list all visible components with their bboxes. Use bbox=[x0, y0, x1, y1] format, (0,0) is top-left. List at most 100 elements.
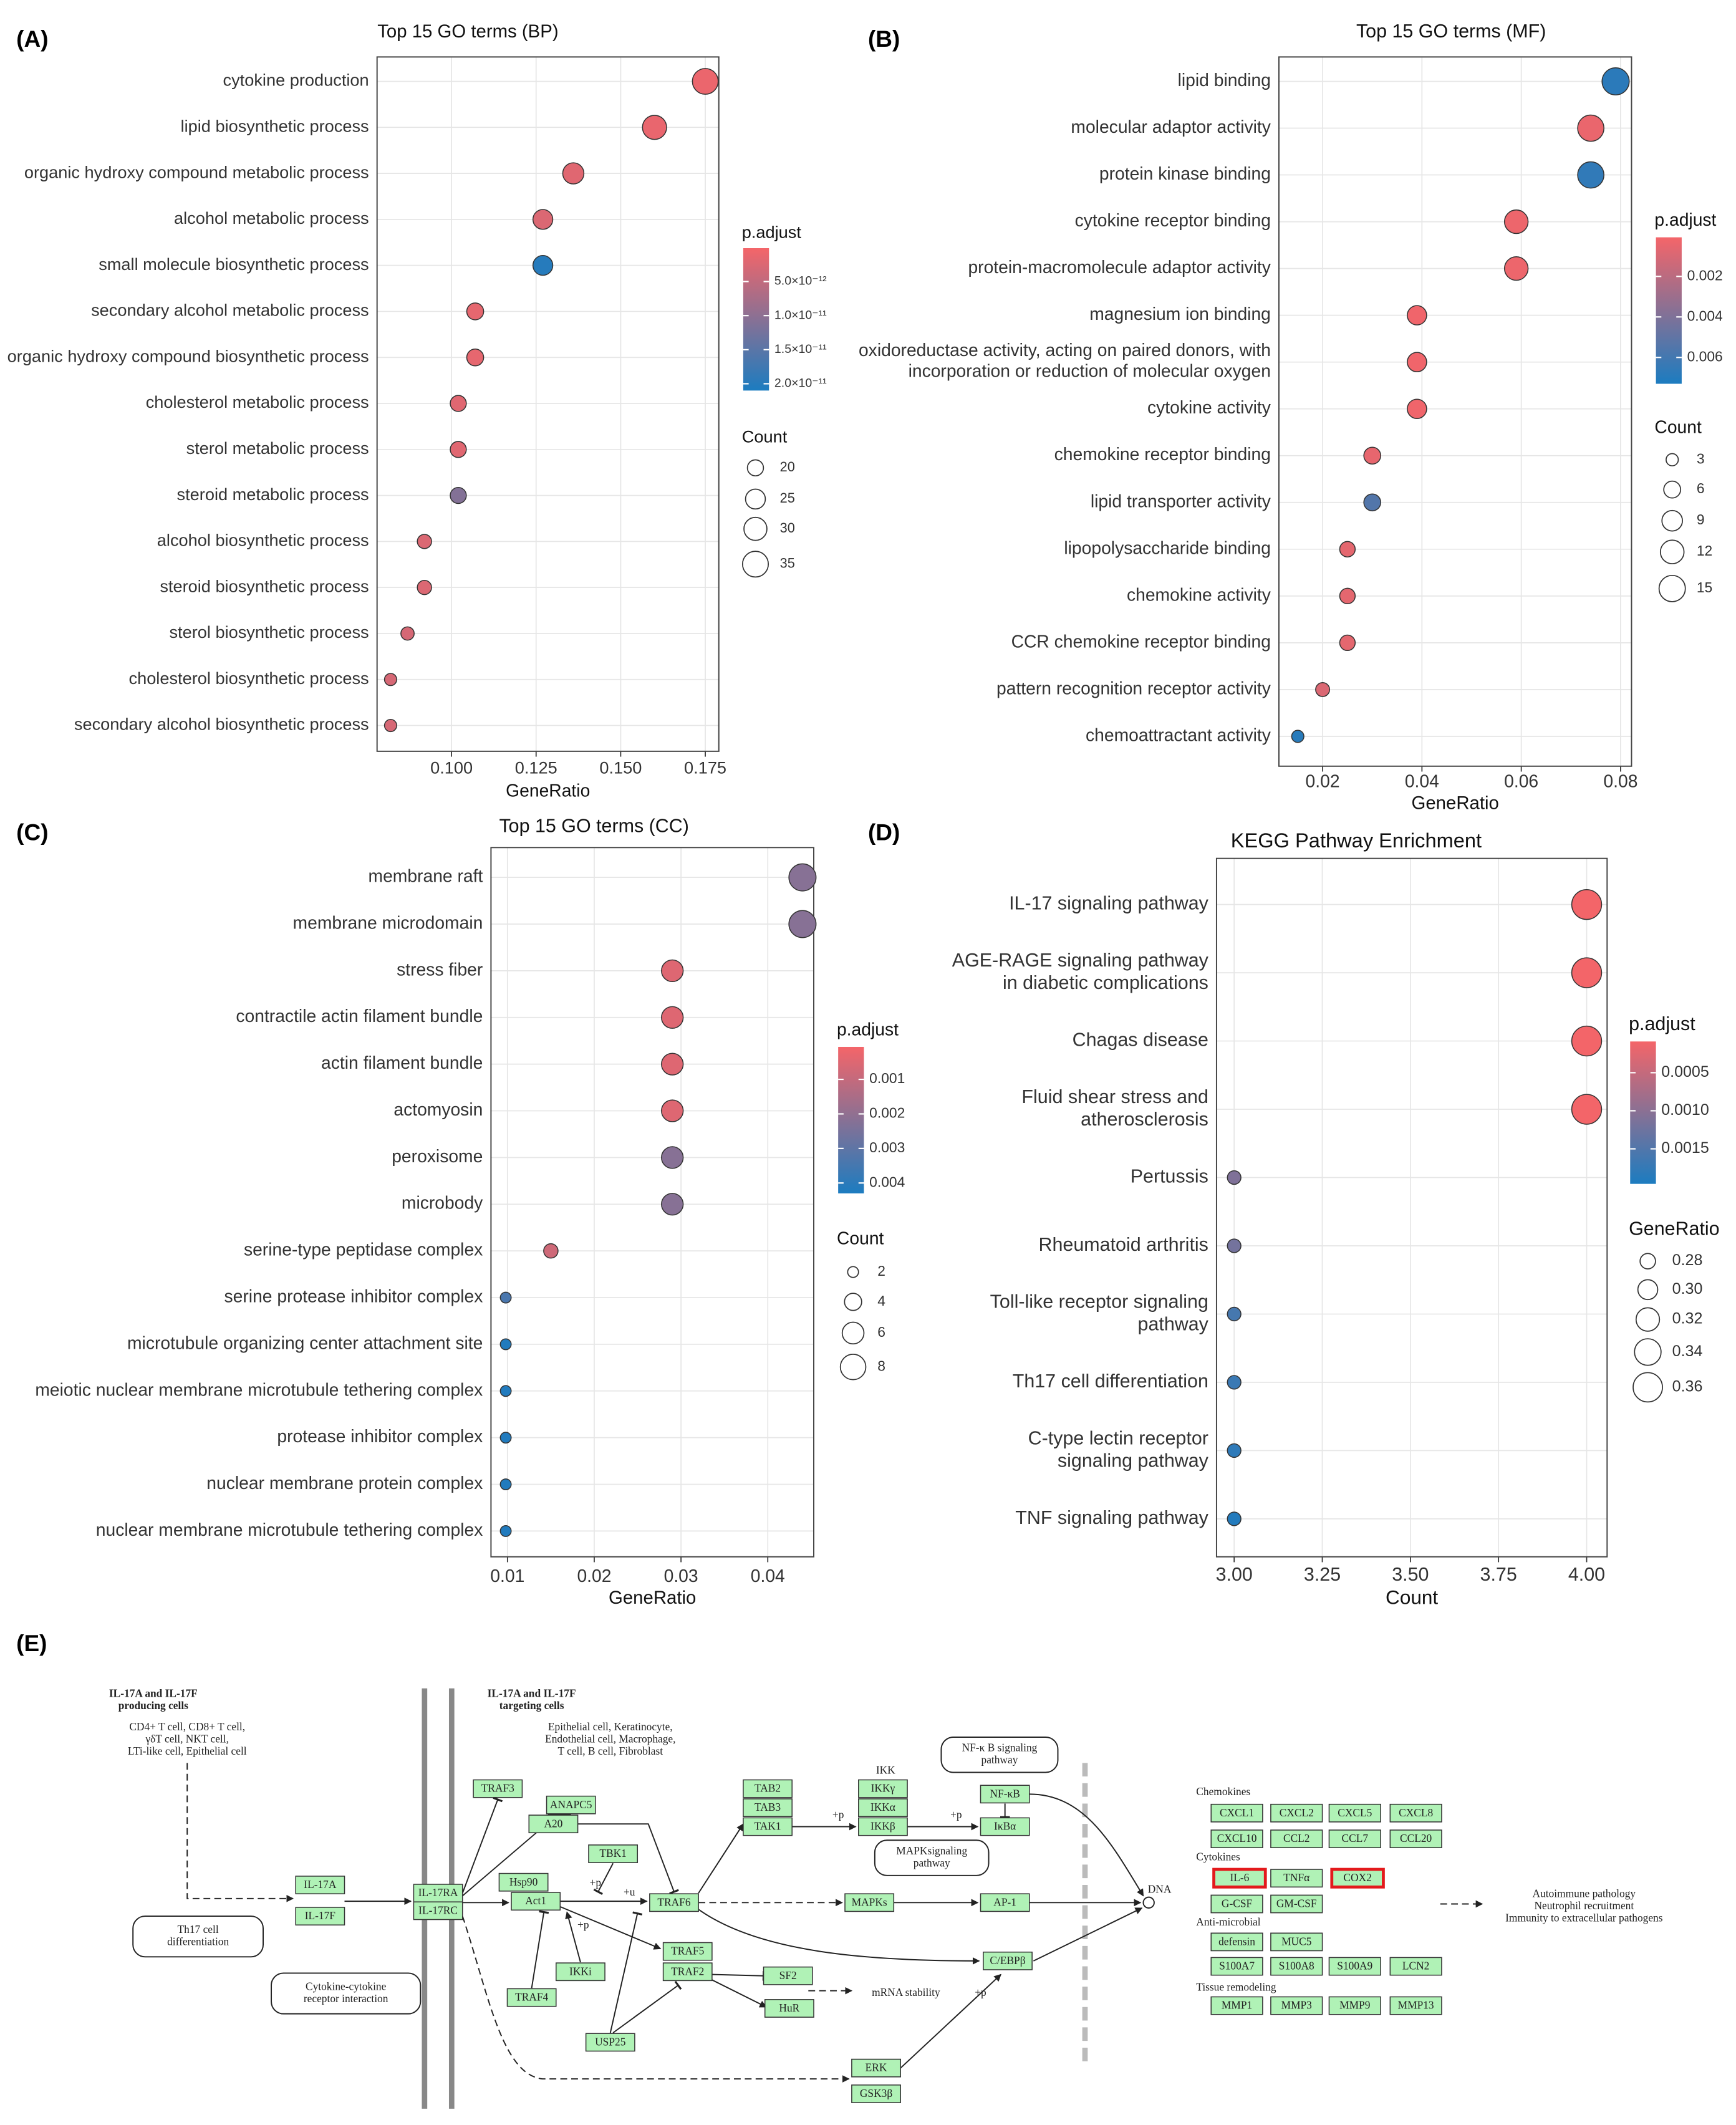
y-tick-label: nuclear membrane protein complex bbox=[206, 1473, 483, 1493]
gene-label: IKKβ bbox=[870, 1821, 895, 1833]
pathway-label-line: differentiation bbox=[167, 1935, 229, 1947]
pathway-box bbox=[132, 1915, 264, 1958]
note: +p bbox=[975, 1987, 986, 1998]
gene-label: MMP13 bbox=[1398, 2000, 1434, 2012]
plot-border bbox=[490, 847, 814, 1558]
gene-label: MUC5 bbox=[1281, 1935, 1312, 1947]
dot bbox=[1227, 1443, 1242, 1458]
y-tick-label: stress fiber bbox=[397, 959, 483, 979]
note: +p bbox=[832, 1809, 844, 1821]
note: Anti-microbial bbox=[1196, 1916, 1260, 1928]
dot bbox=[1227, 1375, 1242, 1390]
size-legend-label: 12 bbox=[1697, 542, 1712, 559]
colorbar-label: 0.003 bbox=[869, 1139, 905, 1155]
size-legend-dot bbox=[844, 1293, 862, 1311]
pathway-label-line: receptor interaction bbox=[304, 1993, 388, 2005]
gene-box bbox=[980, 1893, 1030, 1912]
y-tick-label: Pertussis bbox=[1131, 1166, 1208, 1187]
x-tick-label: 3.75 bbox=[1480, 1564, 1517, 1585]
gene-label: ANAPC5 bbox=[550, 1799, 592, 1811]
gene-box bbox=[764, 1999, 814, 2018]
pathway-label-line: pathway bbox=[981, 1754, 1018, 1766]
gene-label: ERK bbox=[866, 2062, 887, 2074]
gene-box bbox=[851, 2084, 901, 2103]
x-tick-label: 0.175 bbox=[684, 758, 726, 777]
y-tick-label-line: atherosclerosis bbox=[1081, 1109, 1208, 1130]
note-line: LTi-like cell, Epithelial cell bbox=[128, 1745, 247, 1757]
connector bbox=[609, 1911, 643, 2033]
size-legend-label: 20 bbox=[780, 459, 795, 475]
size-legend-dot bbox=[1663, 480, 1682, 499]
y-tick-label: cytokine receptor binding bbox=[1075, 210, 1271, 230]
dot bbox=[400, 626, 415, 641]
connector bbox=[711, 1970, 765, 1981]
pathway-diagram: (E)IL-17A and IL-17F producing cellsCD4+ … bbox=[16, 1631, 1663, 2109]
gene-label: TAB3 bbox=[755, 1801, 781, 1813]
gene-label: IL-17RA bbox=[418, 1887, 458, 1899]
gene-label: GSK3β bbox=[860, 2088, 892, 2099]
note: +p bbox=[950, 1809, 962, 1821]
gene-label: MMP3 bbox=[1281, 2000, 1313, 2012]
colorbar-label: 0.002 bbox=[869, 1104, 905, 1120]
colorbar-label: 0.0010 bbox=[1661, 1101, 1709, 1119]
gene-box bbox=[1270, 1869, 1323, 1888]
note-line: targeting cells bbox=[499, 1700, 564, 1712]
dot bbox=[532, 254, 554, 276]
y-tick-label: steroid metabolic process bbox=[177, 484, 369, 504]
gene-label: CCL7 bbox=[1342, 1833, 1369, 1844]
y-tick-label: microbody bbox=[402, 1193, 483, 1213]
gene-box bbox=[1210, 1932, 1263, 1952]
y-tick-label: cytokine production bbox=[223, 70, 369, 90]
gene-box bbox=[662, 1962, 713, 1982]
x-axis-label: GeneRatio bbox=[609, 1588, 696, 1608]
size-legend-dot bbox=[746, 459, 764, 477]
dot bbox=[383, 719, 397, 733]
gene-label: Act1 bbox=[525, 1895, 546, 1907]
dot bbox=[383, 673, 397, 687]
gene-box bbox=[1212, 1867, 1267, 1889]
note-line: producing cells bbox=[118, 1700, 188, 1712]
gene-box bbox=[851, 2058, 901, 2078]
y-tick-label: actin filament bundle bbox=[321, 1053, 483, 1072]
gene-label: IL-17F bbox=[305, 1910, 336, 1922]
note-line: IL-17A and IL-17F bbox=[488, 1687, 576, 1699]
note: IL-17A and IL-17F producing cells bbox=[109, 1687, 198, 1712]
y-tick-label: sterol metabolic process bbox=[186, 438, 369, 458]
chart-title: Top 15 GO terms (BP) bbox=[377, 21, 558, 42]
gene-box bbox=[1328, 1957, 1381, 1976]
chart-title: Top 15 GO terms (CC) bbox=[499, 816, 688, 837]
y-tick-label: lipid binding bbox=[1178, 70, 1271, 90]
dot bbox=[788, 863, 817, 892]
x-tick-label: 0.100 bbox=[430, 758, 473, 777]
dot bbox=[1227, 1306, 1242, 1322]
y-tick-label: meiotic nuclear membrane microtubule tet… bbox=[35, 1379, 483, 1399]
dot bbox=[661, 1146, 684, 1169]
gene-label: SF2 bbox=[779, 1970, 797, 1982]
size-legend-title: GeneRatio bbox=[1629, 1218, 1720, 1240]
dot bbox=[661, 1193, 684, 1216]
size-legend-label: 0.28 bbox=[1672, 1251, 1703, 1269]
dot bbox=[1571, 889, 1603, 920]
y-tick-label: peroxisome bbox=[392, 1146, 483, 1166]
size-legend-label: 3 bbox=[1697, 450, 1705, 466]
y-tick-label: pattern recognition receptor activity bbox=[996, 678, 1271, 698]
gene-label: IL-6 bbox=[1230, 1872, 1249, 1884]
y-tick-label: serine protease inhibitor complex bbox=[224, 1286, 483, 1306]
x-tick-label: 3.50 bbox=[1392, 1564, 1429, 1585]
gene-label: AP-1 bbox=[993, 1896, 1016, 1908]
dot bbox=[1339, 634, 1356, 652]
connector bbox=[612, 1980, 682, 2033]
gene-label: LCN2 bbox=[1402, 1960, 1429, 1972]
gene-box bbox=[585, 2033, 635, 2052]
gene-label: TAB2 bbox=[755, 1783, 781, 1795]
y-tick-label-line: AGE-RAGE signaling pathway bbox=[952, 950, 1209, 971]
dna-node bbox=[1142, 1896, 1155, 1909]
y-tick-label: Chagas disease bbox=[1073, 1029, 1208, 1051]
y-tick-label: cytokine activity bbox=[1147, 397, 1271, 417]
connector bbox=[1029, 1793, 1144, 1897]
x-tick-label: 0.02 bbox=[1306, 771, 1340, 791]
gene-label: S100A7 bbox=[1219, 1960, 1255, 1972]
gene-box bbox=[1210, 1803, 1263, 1823]
gene-box bbox=[1330, 1867, 1385, 1889]
